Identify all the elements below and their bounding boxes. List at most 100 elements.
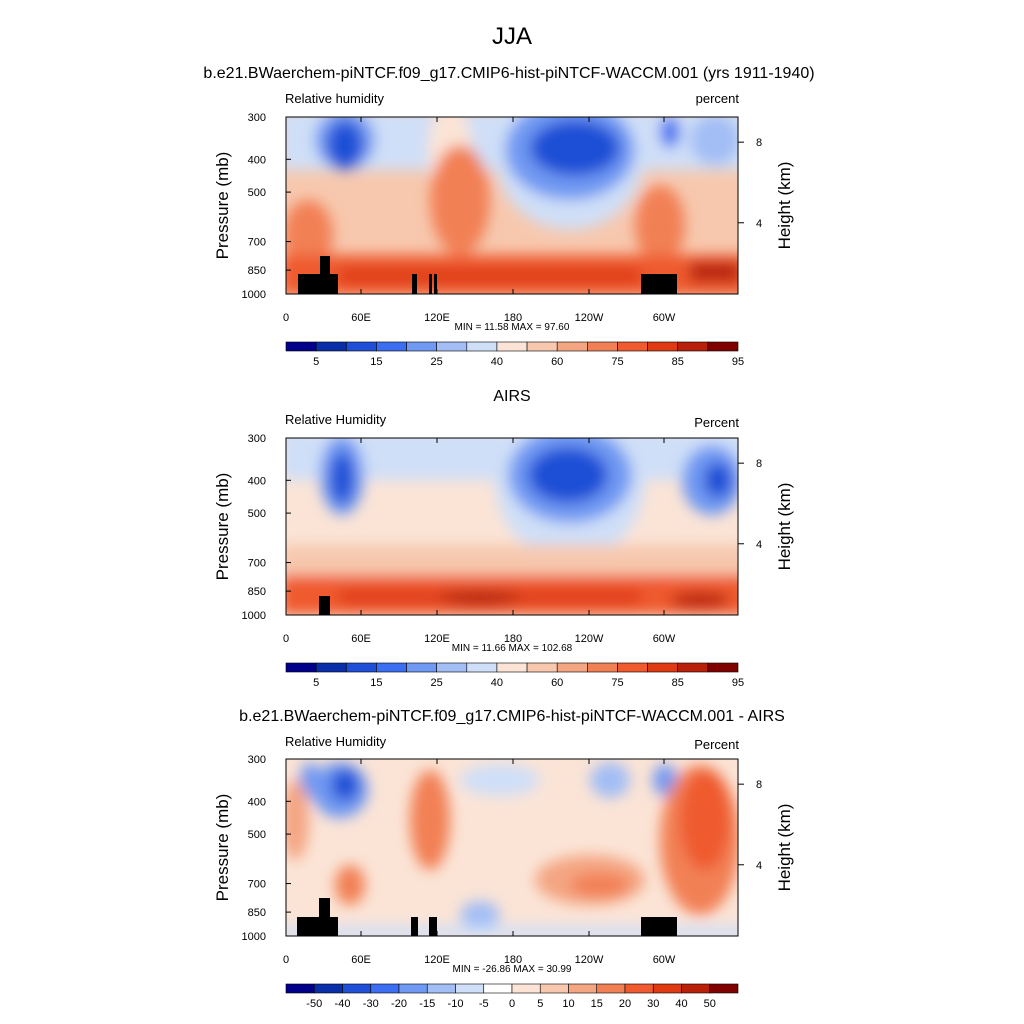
x-tick-label: 60E [351, 633, 371, 645]
y-tick-label: 700 [248, 237, 266, 249]
colorbar-swatch [376, 662, 407, 673]
colorbar-label: 30 [647, 998, 659, 1010]
colorbar-swatch [285, 341, 317, 352]
x-tick-label: 120E [424, 633, 450, 645]
colorbar-label: 40 [675, 998, 687, 1010]
colorbar-swatch [285, 983, 315, 994]
colorbar-label: 95 [732, 677, 744, 689]
colorbar-label: 75 [611, 677, 623, 689]
plot-frame [285, 758, 739, 937]
colorbar-swatch [426, 983, 456, 994]
y-right-tick-label: 8 [756, 779, 762, 791]
colorbar-swatch [526, 662, 558, 673]
y-axis-title: Pressure (mb) [213, 794, 232, 902]
colorbar-swatch [345, 341, 377, 352]
colorbar-label: 40 [491, 356, 503, 368]
y-axis-title: Pressure (mb) [213, 473, 232, 581]
x-tick-label: 180 [504, 954, 522, 966]
panel-difference: b.e21.BWaerchem-piNTCF.f09_g17.CMIP6-his… [239, 708, 785, 937]
colorbar-label: 85 [672, 677, 684, 689]
colorbar-swatch [539, 983, 569, 994]
panel-title: b.e21.BWaerchem-piNTCF.f09_g17.CMIP6-his… [203, 65, 814, 82]
colorbar-swatch [496, 341, 528, 352]
colorbar-label: -50 [306, 998, 322, 1010]
colorbar-label: 0 [509, 998, 515, 1010]
colorbar-swatch [466, 341, 498, 352]
colorbar-swatch [677, 341, 709, 352]
colorbar-swatch [707, 341, 739, 352]
colorbar-label: 95 [732, 356, 744, 368]
colorbar-label: 5 [537, 998, 543, 1010]
y-tick-label: 850 [248, 265, 266, 277]
colorbar-swatch [376, 341, 407, 352]
colorbar-swatch [370, 983, 400, 994]
colorbar-swatch [483, 983, 513, 994]
colorbar-label: 15 [591, 998, 603, 1010]
y-tick-label: 500 [248, 187, 266, 199]
x-tick-label: 180 [504, 312, 522, 324]
panel-airs: AIRS Relative Humidity Percent [285, 388, 739, 616]
colorbar-swatch [596, 983, 626, 994]
x-tick-label: 120W [575, 312, 604, 324]
colorbar-swatch [681, 983, 711, 994]
colorbar-swatch [617, 662, 648, 673]
y-tick-label: 1000 [242, 931, 266, 943]
variable-label: Relative humidity [285, 91, 384, 106]
panel-title: b.e21.BWaerchem-piNTCF.f09_g17.CMIP6-his… [239, 708, 785, 725]
units-label: Percent [694, 415, 739, 430]
y-tick-label: 500 [248, 508, 266, 520]
colorbar-swatch [455, 983, 485, 994]
colorbar-swatch [568, 983, 598, 994]
colorbar-swatch [624, 983, 654, 994]
y-right-tick-label: 4 [756, 218, 762, 230]
colorbar-label: 15 [370, 356, 382, 368]
x-tick-label: 120E [424, 954, 450, 966]
panel-model: b.e21.BWaerchem-piNTCF.f09_g17.CMIP6-his… [203, 65, 815, 295]
y-tick-label: 500 [248, 829, 266, 841]
x-tick-label: 120E [424, 312, 450, 324]
y-tick-label: 300 [248, 433, 266, 445]
colorbar-label: -20 [391, 998, 407, 1010]
colorbar-label: 85 [672, 356, 684, 368]
y-right-axis-title: Height (km) [775, 162, 794, 250]
contour-field [286, 117, 738, 294]
colorbar-swatch [315, 662, 347, 673]
y-tick-label: 700 [248, 879, 266, 891]
x-tick-label: 120W [575, 954, 604, 966]
colorbar-label: 20 [619, 998, 631, 1010]
colorbar-swatch [406, 662, 437, 673]
colorbar-swatch [345, 662, 377, 673]
colorbar-label: 25 [431, 356, 443, 368]
colorbar-label: 40 [491, 677, 503, 689]
y-tick-label: 850 [248, 907, 266, 919]
colorbar-swatch [647, 341, 679, 352]
x-tick-label: 0 [283, 954, 289, 966]
colorbar-swatch [617, 341, 648, 352]
colorbar-swatch [556, 341, 588, 352]
colorbar-swatch [707, 662, 739, 673]
colorbar-swatch [652, 983, 682, 994]
units-label: Percent [694, 737, 739, 752]
x-tick-label: 0 [283, 633, 289, 645]
variable-label: Relative Humidity [285, 734, 387, 749]
colorbar-label: 60 [551, 356, 563, 368]
colorbar-swatch [313, 983, 343, 994]
y-tick-label: 300 [248, 754, 266, 766]
colorbar-swatch [466, 662, 498, 673]
colorbar-swatch [677, 662, 709, 673]
y-tick-label: 300 [248, 112, 266, 124]
colorbar-label: -40 [335, 998, 351, 1010]
min-max-stats: MIN = -26.86 MAX = 30.99 [453, 964, 572, 975]
colorbar-label: 50 [704, 998, 716, 1010]
colorbar-swatch [436, 662, 468, 673]
x-tick-label: 60E [351, 954, 371, 966]
colorbar-swatch [315, 341, 347, 352]
figure-title: JJA [492, 23, 532, 50]
colorbar-swatch [398, 983, 428, 994]
x-tick-label: 60W [653, 954, 676, 966]
contour-field [286, 438, 738, 615]
colorbar-swatch [587, 341, 618, 352]
colorbar-label: -10 [448, 998, 464, 1010]
colorbar-label: 25 [431, 677, 443, 689]
panel-title: AIRS [493, 388, 530, 405]
